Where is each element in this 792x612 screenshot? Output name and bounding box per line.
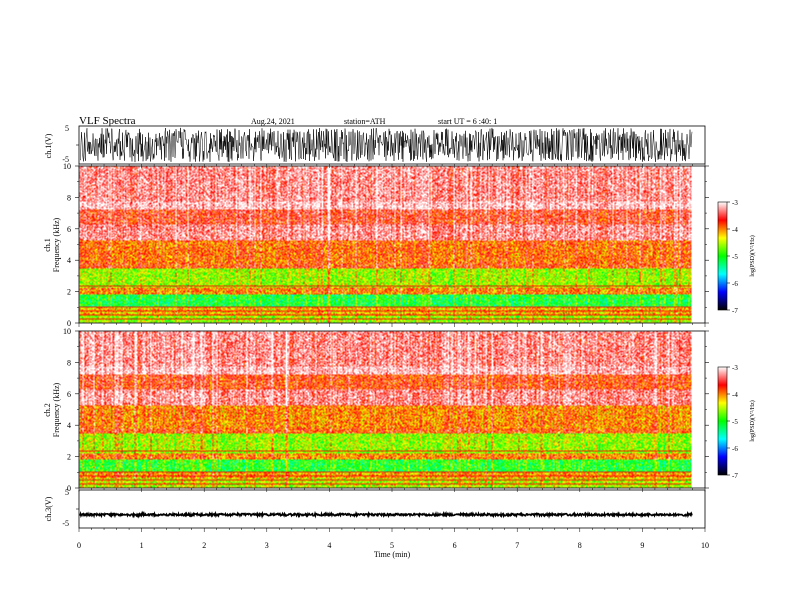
- figure-title: VLF Spectra: [79, 115, 136, 127]
- x-axis-label: Time (min): [374, 550, 411, 559]
- x-tick-label: 5: [390, 541, 394, 550]
- ch1-colorbar: -3 -4 -5 -6 -7 log(PSD)(V²/Hz): [717, 199, 756, 315]
- ch3-waveform-trace: [79, 510, 693, 519]
- ch2-spectrogram-ytick-label: 6: [67, 390, 71, 399]
- x-tick-label: 8: [578, 541, 582, 550]
- ch2-spectrogram-ytick-label: 0: [67, 484, 71, 493]
- ch2-spectrogram-ylabel-line1: ch.2: [43, 403, 52, 417]
- ch2-spectrogram: [79, 331, 692, 488]
- ch1-waveform-trace: [79, 127, 693, 163]
- ch2-spectrogram-ytick-label: 10: [63, 327, 71, 336]
- cb1-tick-label: -3: [732, 199, 738, 207]
- w1-path: [79, 127, 693, 163]
- ch2-spectrogram-ytick-label: 4: [67, 421, 71, 430]
- ch1-spectrogram-ytick-label: 2: [67, 288, 71, 297]
- ch1-spectrogram-ytick-label: 4: [67, 256, 71, 265]
- ch2-colorbar: -3 -4 -5 -6 -7 log(PSD)(V²/Hz): [717, 364, 756, 480]
- ch2-spectrogram-ytick-label: 2: [67, 453, 71, 462]
- cb2-tick-label: -5: [732, 418, 738, 426]
- ch1-spectrogram-ytick-label: 6: [67, 225, 71, 234]
- cb2-tick-label: -3: [732, 364, 738, 372]
- cb2-tick-label: -6: [732, 445, 738, 453]
- ch2-spectrogram-ylabel-line2: Frequency (kHz): [52, 382, 61, 437]
- s1-image: [79, 166, 692, 323]
- ch3-waveform-ytick-label: 5: [65, 488, 69, 497]
- cb2-tick-label: -7: [732, 472, 738, 480]
- x-tick-label: 6: [453, 541, 457, 550]
- ch2-spectrogram-ytick-label: 8: [67, 358, 71, 367]
- x-tick-label: 10: [701, 541, 709, 550]
- x-tick-label: 9: [640, 541, 644, 550]
- ch1-waveform-ytick-label: -5: [62, 155, 69, 164]
- cb1-tick-label: -7: [732, 307, 738, 315]
- s2-image: [79, 331, 692, 488]
- x-tick-label: 7: [515, 541, 519, 550]
- ch3-waveform-ylabel: ch.3(V): [44, 496, 53, 521]
- x-tick-label: 2: [202, 541, 206, 550]
- x-tick-label: 4: [327, 541, 331, 550]
- w3-path: [79, 510, 693, 519]
- ch1-spectrogram-ytick-label: 10: [63, 162, 71, 171]
- cb2-tick-label: -4: [732, 391, 738, 399]
- ch1-waveform-ytick-label: 5: [65, 124, 69, 133]
- cb1-tick-label: -5: [732, 253, 738, 261]
- x-tick-label: 3: [265, 541, 269, 550]
- ch1-spectrogram-ytick-label: 0: [67, 319, 71, 328]
- x-tick-label: 0: [77, 541, 81, 550]
- cb1-bar: [717, 201, 728, 311]
- ch1-spectrogram-ylabel-line2: Frequency (kHz): [52, 217, 61, 272]
- start-ut-label: start UT = 6 :40: 1: [438, 117, 497, 126]
- ch1-waveform-ylabel: ch.1(V): [44, 133, 53, 158]
- ch1-spectrogram: [79, 166, 692, 323]
- ch1-spectrogram-ytick-label: 8: [67, 193, 71, 202]
- cb2-bar: [717, 366, 728, 476]
- cb1-tick-label: -6: [732, 280, 738, 288]
- ch1-spectrogram-ylabel-line1: ch.1: [43, 238, 52, 252]
- date-label: Aug.24, 2021: [251, 117, 295, 126]
- ch3-waveform-ytick-label: -5: [62, 519, 69, 528]
- station-label: station=ATH: [344, 117, 386, 126]
- cb2-label: log(PSD)(V²/Hz): [749, 400, 756, 441]
- ch3-waveform-frame: [78, 489, 706, 529]
- cb1-tick-label: -4: [732, 226, 738, 234]
- x-tick-label: 1: [140, 541, 144, 550]
- cb1-label: log(PSD)(V²/Hz): [749, 235, 756, 276]
